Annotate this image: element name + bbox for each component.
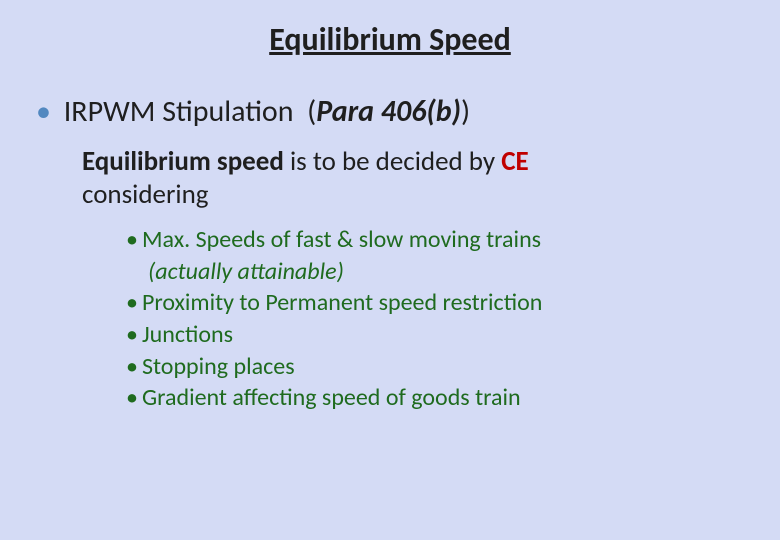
list-item: •Junctions (126, 319, 750, 351)
bullet-level1: • IRPWM Stipulation (Para 406(b)) (36, 93, 750, 130)
item-text: Proximity to Permanent speed restriction (142, 288, 542, 317)
item-text: Max. Speeds of fast & slow moving trains (142, 225, 541, 254)
bullet-icon: • (126, 320, 138, 349)
paren-close: ) (461, 93, 470, 130)
level2-mid: is to be decided by (284, 145, 501, 178)
bullet-icon: • (126, 383, 138, 412)
item-text: Gradient affecting speed of goods train (142, 383, 521, 412)
list-item: •Gradient affecting speed of goods train (126, 382, 750, 414)
list-item: •Proximity to Permanent speed restrictio… (126, 287, 750, 319)
eq-speed-strong: Equilibrium speed (82, 145, 284, 178)
bullet-icon: • (36, 93, 51, 130)
paren-open: ( (307, 93, 316, 130)
bullet-level3-group: •Max. Speeds of fast & slow moving train… (126, 224, 750, 414)
page-title: Equilibrium Speed (30, 20, 750, 59)
bullet-icon: • (126, 225, 138, 254)
item-sub-italic: (actually attainable) (148, 256, 750, 288)
bullet-icon: • (126, 288, 138, 317)
level2-tail: considering (82, 178, 209, 211)
ce-strong: CE (501, 145, 528, 178)
item-text: Stopping places (142, 352, 295, 381)
list-item: •Stopping places (126, 351, 750, 383)
para-ref: Para 406(b) (316, 93, 461, 130)
item-text: Junctions (142, 320, 233, 349)
level1-label: IRPWM Stipulation (64, 93, 294, 130)
bullet-icon: • (126, 352, 138, 381)
list-item: •Max. Speeds of fast & slow moving train… (126, 224, 750, 287)
bullet-level2: Equilibrium speed is to be decided by CE… (82, 146, 750, 212)
